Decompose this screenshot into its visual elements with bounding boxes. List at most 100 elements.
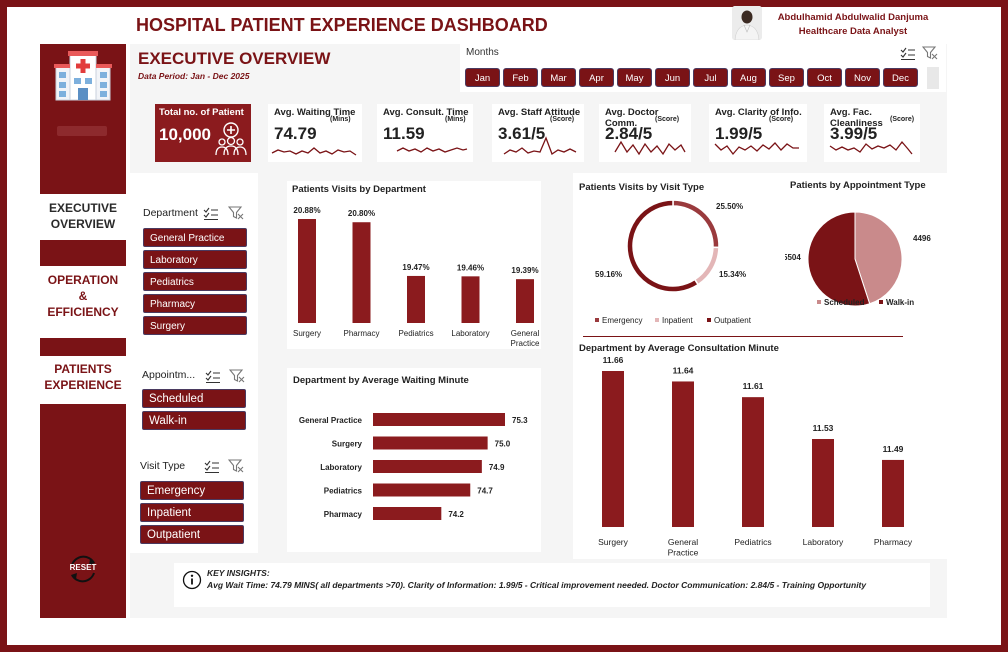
bar bbox=[373, 413, 505, 426]
donut-slice bbox=[693, 246, 720, 286]
data-label: 15.34% bbox=[719, 270, 746, 279]
month-jul[interactable]: Jul bbox=[693, 68, 728, 87]
info-icon bbox=[182, 570, 202, 590]
bar bbox=[602, 371, 624, 527]
chart-plot: 4496 5504 Scheduled Walk-in bbox=[785, 211, 931, 307]
month-mar[interactable]: Mar bbox=[541, 68, 576, 87]
reset-button[interactable]: RESET bbox=[66, 552, 100, 586]
slicer-item-pediatrics[interactable]: Pediatrics bbox=[143, 272, 247, 291]
bar bbox=[407, 275, 425, 323]
right-charts-panel: Patients Visits by Visit Type 25.50% 15.3… bbox=[573, 173, 947, 559]
slicer-item-scheduled[interactable]: Scheduled bbox=[142, 389, 246, 408]
kpi-sparkline bbox=[714, 142, 799, 156]
months-label: Months bbox=[466, 47, 499, 58]
bar bbox=[461, 276, 480, 323]
key-insights: KEY INSIGHTS: Avg Wait Time: 74.79 MINS(… bbox=[174, 563, 930, 607]
month-dec[interactable]: Dec bbox=[883, 68, 918, 87]
month-oct[interactable]: Oct bbox=[807, 68, 842, 87]
legend-swatch bbox=[879, 300, 883, 304]
data-period: Data Period: Jan - Dec 2025 bbox=[138, 71, 250, 81]
month-nov[interactable]: Nov bbox=[845, 68, 880, 87]
author-role: Healthcare Data Analyst bbox=[798, 26, 908, 37]
kpi-unit: (Score) bbox=[655, 116, 680, 123]
tick-label: Practice bbox=[668, 548, 699, 558]
clear-filter-icon[interactable] bbox=[922, 46, 938, 60]
data-label: 11.49 bbox=[883, 444, 904, 454]
data-label: 74.2 bbox=[448, 510, 464, 519]
legend-label: Outpatient bbox=[714, 316, 752, 325]
slicer-item-emergency[interactable]: Emergency bbox=[140, 481, 244, 500]
chart-title: Patients by Appointment Type bbox=[790, 180, 926, 191]
patients-icon bbox=[215, 122, 247, 156]
legend-label: Walk-in bbox=[886, 298, 914, 307]
kpi-sparkline bbox=[829, 140, 913, 155]
slicer-item-surgery[interactable]: Surgery bbox=[143, 316, 247, 335]
multi-select-icon[interactable] bbox=[203, 207, 219, 221]
kpi-sparkline bbox=[396, 147, 468, 153]
month-apr[interactable]: Apr bbox=[579, 68, 614, 87]
data-label: 75.0 bbox=[495, 440, 511, 449]
slicer-item-pharmacy[interactable]: Pharmacy bbox=[143, 294, 247, 313]
kpi-avg-waiting-time: Avg. Waiting Time (Mins) 74.79 bbox=[268, 104, 362, 162]
data-label: 74.7 bbox=[477, 487, 493, 496]
nav-operation-efficiency[interactable]: OPERATION & EFFICIENCY bbox=[40, 266, 126, 338]
tick-label: Pharmacy bbox=[343, 329, 379, 338]
slicer-item-outpatient[interactable]: Outpatient bbox=[140, 525, 244, 544]
month-jun[interactable]: Jun bbox=[655, 68, 690, 87]
data-label: 5504 bbox=[785, 253, 801, 262]
pie-slice bbox=[854, 211, 903, 305]
multi-select-icon[interactable] bbox=[900, 47, 916, 61]
data-label: 11.66 bbox=[603, 355, 624, 365]
legend-swatch bbox=[655, 318, 659, 322]
tick-label: Surgery bbox=[598, 537, 629, 547]
data-label: 19.46% bbox=[457, 263, 484, 272]
tick-label: Surgery bbox=[332, 440, 363, 449]
slicer-item-laboratory[interactable]: Laboratory bbox=[143, 250, 247, 269]
slicer-item-inpatient[interactable]: Inpatient bbox=[140, 503, 244, 522]
legend-swatch bbox=[707, 318, 711, 322]
multi-select-icon[interactable] bbox=[204, 460, 220, 474]
kpi-avg-clarity-info: Avg. Clarity of Info. (Score) 1.99/5 bbox=[709, 104, 807, 162]
chart-visits-by-department: Patients Visits by Department 20.88% Surg… bbox=[287, 181, 541, 349]
months-scrollbar[interactable] bbox=[927, 67, 939, 89]
slicer-item-walk-in[interactable]: Walk-in bbox=[142, 411, 246, 430]
month-sep[interactable]: Sep bbox=[769, 68, 804, 87]
month-jan[interactable]: Jan bbox=[465, 68, 500, 87]
bar bbox=[742, 397, 764, 527]
tick-label: Laboratory bbox=[320, 463, 362, 472]
data-label: 11.61 bbox=[743, 381, 764, 391]
kpi-value: 3.99/5 bbox=[830, 124, 878, 143]
month-aug[interactable]: Aug bbox=[731, 68, 766, 87]
clear-filter-icon[interactable] bbox=[229, 369, 245, 383]
clear-filter-icon[interactable] bbox=[228, 206, 244, 220]
chart-plot: 20.88% Surgery 20.80% Pharmacy 19.47% Pediatr… bbox=[293, 206, 540, 348]
slicer-item-general-practice[interactable]: General Practice bbox=[143, 228, 247, 247]
kpi-avg-staff-attitude: Avg. Staff Attitude (Score) 3.61/5 bbox=[492, 104, 584, 162]
tick-label: Pediatrics bbox=[734, 537, 771, 547]
tick-label: Laboratory bbox=[451, 329, 489, 338]
kpi-sparkline bbox=[271, 147, 357, 156]
multi-select-icon[interactable] bbox=[205, 370, 221, 384]
month-feb[interactable]: Feb bbox=[503, 68, 538, 87]
dashboard-title: HOSPITAL PATIENT EXPERIENCE DASHBOARD bbox=[136, 15, 548, 35]
clear-filter-icon[interactable] bbox=[228, 459, 244, 473]
kpi-title: Avg. Waiting Time bbox=[274, 107, 356, 118]
nav-executive-overview[interactable]: EXECUTIVE OVERVIEW bbox=[40, 194, 126, 240]
avatar bbox=[732, 6, 762, 40]
data-label: 74.9 bbox=[489, 463, 505, 472]
slicer-panel: Department General Practice Laboratory P… bbox=[130, 173, 258, 553]
tick-label: Pharmacy bbox=[324, 510, 363, 519]
kpi-title: Avg. Staff Attitude bbox=[498, 107, 581, 118]
tick-label: General Practice bbox=[299, 416, 363, 425]
reset-icon bbox=[71, 555, 95, 583]
insights-label: KEY INSIGHTS: bbox=[207, 568, 270, 578]
kpi-unit: (Score) bbox=[890, 116, 915, 123]
donut-slice bbox=[672, 199, 720, 249]
kpi-unit: (Mins) bbox=[330, 116, 351, 123]
month-may[interactable]: May bbox=[617, 68, 652, 87]
nav-patients-experience[interactable]: PATIENTS EXPERIENCE bbox=[40, 356, 126, 404]
kpi-value: 11.59 bbox=[383, 124, 425, 143]
kpi-value: 3.61/5 bbox=[498, 124, 546, 143]
kpi-unit: (Score) bbox=[550, 116, 575, 123]
chart-plot: General Practice 75.3 Surgery 75.0 Laborator… bbox=[299, 413, 528, 520]
